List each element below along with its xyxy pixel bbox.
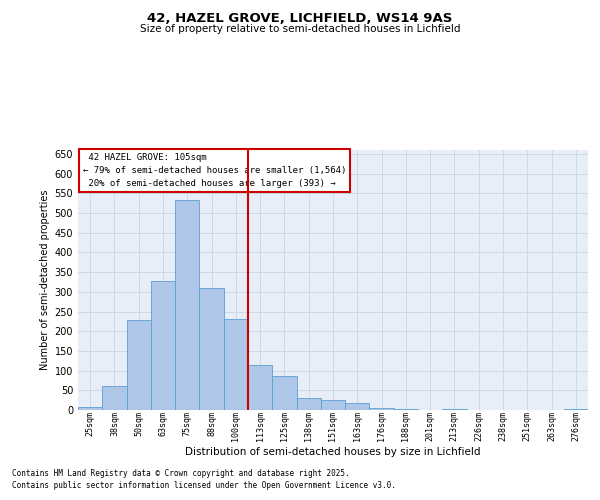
- Bar: [296, 398, 321, 410]
- Bar: [78, 407, 102, 410]
- Bar: [321, 400, 345, 410]
- Text: Contains public sector information licensed under the Open Government Licence v3: Contains public sector information licen…: [12, 481, 396, 490]
- Bar: [345, 404, 370, 410]
- Text: Size of property relative to semi-detached houses in Lichfield: Size of property relative to semi-detach…: [140, 24, 460, 34]
- Text: 42 HAZEL GROVE: 105sqm
← 79% of semi-detached houses are smaller (1,564)
 20% of: 42 HAZEL GROVE: 105sqm ← 79% of semi-det…: [83, 152, 346, 188]
- Bar: [248, 366, 272, 410]
- Bar: [394, 409, 418, 410]
- Bar: [370, 408, 394, 410]
- Bar: [272, 376, 296, 410]
- Text: Contains HM Land Registry data © Crown copyright and database right 2025.: Contains HM Land Registry data © Crown c…: [12, 468, 350, 477]
- Bar: [127, 320, 151, 410]
- Text: 42, HAZEL GROVE, LICHFIELD, WS14 9AS: 42, HAZEL GROVE, LICHFIELD, WS14 9AS: [148, 12, 452, 26]
- X-axis label: Distribution of semi-detached houses by size in Lichfield: Distribution of semi-detached houses by …: [185, 447, 481, 457]
- Bar: [564, 409, 588, 410]
- Bar: [175, 200, 199, 410]
- Bar: [199, 288, 224, 410]
- Bar: [224, 318, 248, 410]
- Y-axis label: Number of semi-detached properties: Number of semi-detached properties: [40, 190, 50, 370]
- Bar: [102, 386, 127, 410]
- Bar: [151, 281, 175, 410]
- Bar: [442, 409, 467, 410]
